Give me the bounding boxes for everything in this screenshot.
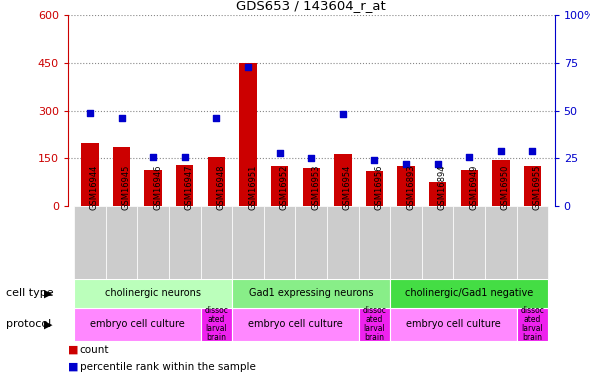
Bar [169, 206, 201, 279]
Text: GSM16945: GSM16945 [122, 165, 130, 210]
Text: count: count [80, 345, 109, 355]
Point [212, 115, 221, 121]
Point [527, 148, 537, 154]
Point [243, 64, 253, 70]
Text: ■: ■ [68, 362, 78, 372]
Text: GSM16893: GSM16893 [406, 164, 415, 210]
Point [401, 161, 411, 167]
Text: GSM16947: GSM16947 [185, 164, 194, 210]
Bar [201, 308, 232, 341]
Point [370, 158, 379, 164]
Bar [208, 157, 225, 206]
Text: ■: ■ [68, 345, 78, 355]
Bar [176, 165, 194, 206]
Bar [271, 166, 289, 206]
Text: cholinergic/Gad1 negative: cholinergic/Gad1 negative [405, 288, 533, 298]
Text: GSM16950: GSM16950 [501, 165, 510, 210]
Text: embryo cell culture: embryo cell culture [406, 320, 501, 329]
Text: dissoc
ated
larval
brain: dissoc ated larval brain [520, 306, 545, 342]
Text: GSM16946: GSM16946 [153, 164, 162, 210]
Bar [113, 147, 130, 206]
Bar [461, 170, 478, 206]
Text: ▶: ▶ [44, 320, 53, 329]
Text: GSM16949: GSM16949 [469, 165, 478, 210]
Bar [327, 206, 359, 279]
Bar [145, 170, 162, 206]
Bar [74, 308, 201, 341]
Bar [359, 308, 390, 341]
Bar [74, 279, 232, 308]
Text: dissoc
ated
larval
brain: dissoc ated larval brain [362, 306, 386, 342]
Bar [390, 206, 422, 279]
Text: GSM16953: GSM16953 [312, 164, 320, 210]
Bar [390, 308, 517, 341]
Text: GSM16955: GSM16955 [532, 165, 542, 210]
Bar [264, 206, 296, 279]
Bar [359, 206, 390, 279]
Bar [454, 206, 485, 279]
Text: cholinergic neurons: cholinergic neurons [105, 288, 201, 298]
Text: embryo cell culture: embryo cell culture [90, 320, 185, 329]
Point [149, 153, 158, 159]
Point [496, 148, 506, 154]
Text: GSM16954: GSM16954 [343, 165, 352, 210]
Bar [137, 206, 169, 279]
Bar [74, 206, 106, 279]
Point [85, 110, 94, 116]
Point [180, 153, 189, 159]
Bar [240, 63, 257, 206]
Bar [201, 206, 232, 279]
Text: GSM16952: GSM16952 [280, 165, 289, 210]
Text: GSM16894: GSM16894 [438, 164, 447, 210]
Bar [485, 206, 517, 279]
Text: GSM16948: GSM16948 [217, 164, 225, 210]
Point [307, 155, 316, 161]
Bar [296, 206, 327, 279]
Text: ▶: ▶ [44, 288, 53, 298]
Bar [81, 142, 99, 206]
Bar [334, 154, 352, 206]
Bar [517, 206, 548, 279]
Bar [232, 206, 264, 279]
Text: Gad1 expressing neurons: Gad1 expressing neurons [249, 288, 373, 298]
Bar [492, 160, 510, 206]
Bar [517, 308, 548, 341]
Bar [303, 168, 320, 206]
Text: cell type: cell type [6, 288, 54, 298]
Point [464, 153, 474, 159]
Text: protocol: protocol [6, 320, 51, 329]
Point [433, 161, 442, 167]
Bar [429, 182, 447, 206]
Bar [390, 279, 548, 308]
Text: GSM16944: GSM16944 [90, 165, 99, 210]
Bar [366, 171, 383, 206]
Point [117, 115, 126, 121]
Bar [422, 206, 454, 279]
Text: dissoc
ated
larval
brain: dissoc ated larval brain [205, 306, 228, 342]
Bar [524, 166, 541, 206]
Point [275, 150, 284, 156]
Title: GDS653 / 143604_r_at: GDS653 / 143604_r_at [237, 0, 386, 12]
Text: percentile rank within the sample: percentile rank within the sample [80, 362, 255, 372]
Point [338, 111, 348, 117]
Bar [106, 206, 137, 279]
Text: embryo cell culture: embryo cell culture [248, 320, 343, 329]
Bar [397, 166, 415, 206]
Bar [232, 279, 390, 308]
Text: GSM16956: GSM16956 [375, 164, 384, 210]
Text: GSM16951: GSM16951 [248, 165, 257, 210]
Bar [232, 308, 359, 341]
